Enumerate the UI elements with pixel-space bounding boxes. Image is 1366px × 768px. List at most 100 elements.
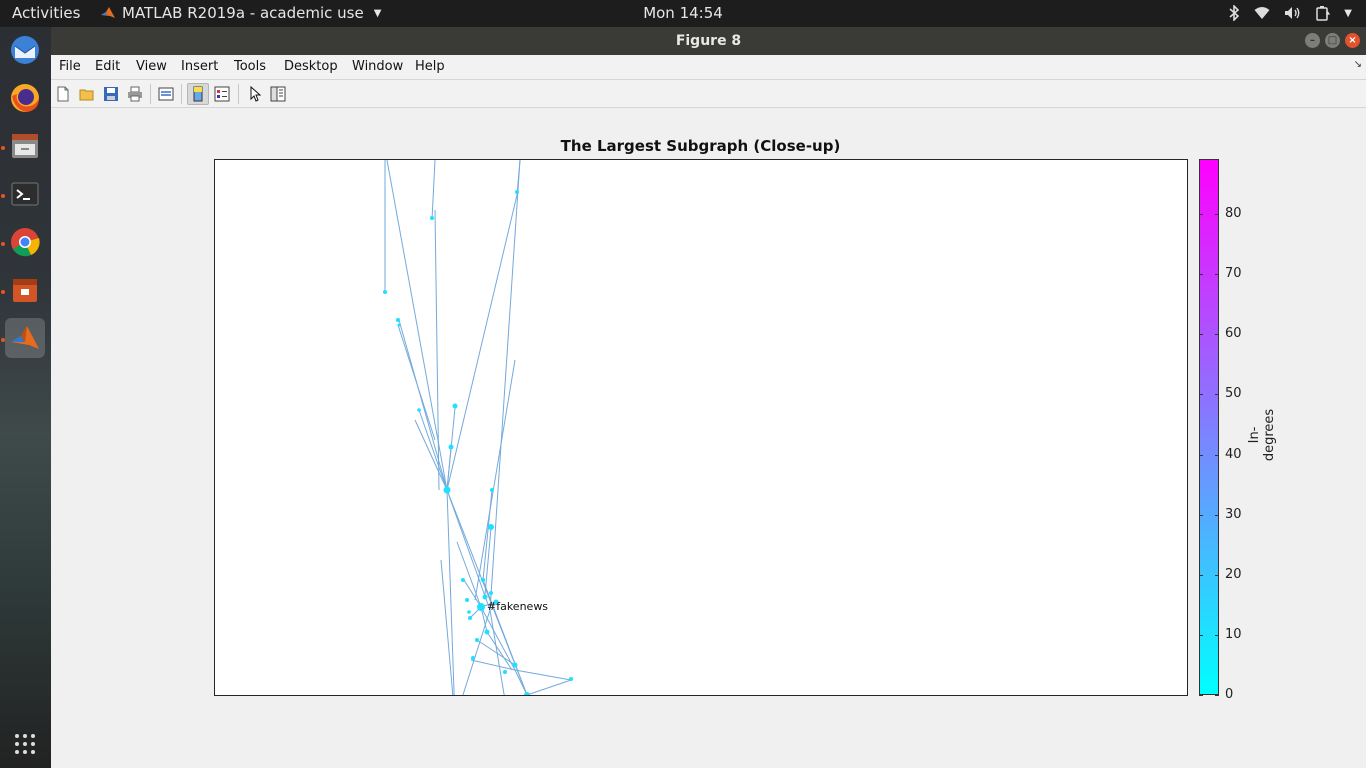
graph-edge bbox=[480, 606, 488, 633]
dock-figure-icon[interactable]: ↘ bbox=[1353, 59, 1362, 70]
colorbar-tick-mark bbox=[1199, 214, 1203, 216]
colorbar-tick-label: 70 bbox=[1225, 266, 1242, 282]
graph-node bbox=[569, 677, 573, 681]
graph-edge bbox=[526, 679, 572, 695]
graph-node bbox=[468, 616, 472, 620]
menu-help[interactable]: Help bbox=[415, 59, 445, 74]
colorbar-tick-mark bbox=[1199, 574, 1203, 576]
save-icon[interactable] bbox=[100, 83, 122, 105]
colorbar-tick-mark bbox=[1215, 634, 1219, 636]
graph-node bbox=[493, 599, 499, 605]
graph-edge bbox=[482, 579, 528, 695]
insert-legend-icon[interactable] bbox=[211, 83, 233, 105]
graph-edge bbox=[434, 209, 440, 491]
graph-node bbox=[430, 216, 434, 220]
running-indicator bbox=[1, 338, 5, 342]
edit-plot-icon[interactable] bbox=[244, 83, 266, 105]
colorbar-tick-mark bbox=[1199, 695, 1203, 696]
graph-edge bbox=[489, 160, 521, 611]
graph-edge bbox=[456, 541, 482, 608]
colorbar-tick-mark bbox=[1215, 695, 1219, 696]
running-indicator bbox=[1, 242, 5, 246]
clock[interactable]: Mon 14:54 bbox=[643, 4, 723, 22]
thunderbird-icon[interactable] bbox=[5, 30, 45, 70]
new-figure-icon[interactable] bbox=[52, 83, 74, 105]
wifi-icon[interactable] bbox=[1254, 6, 1270, 20]
maximize-icon[interactable]: □ bbox=[1325, 33, 1340, 48]
graph-node bbox=[467, 610, 471, 614]
graph-node bbox=[396, 318, 400, 322]
colorbar-tick-mark bbox=[1199, 274, 1203, 276]
matlab-icon[interactable] bbox=[5, 318, 45, 358]
files-icon[interactable] bbox=[5, 126, 45, 166]
app-menu[interactable]: MATLAB R2019a - academic use ▼ bbox=[100, 4, 381, 22]
graph-edge bbox=[514, 669, 572, 681]
graph-edge bbox=[489, 609, 505, 695]
colorbar-tick-label: 80 bbox=[1225, 206, 1242, 222]
graph-edge bbox=[462, 609, 491, 695]
colorbar-tick-mark bbox=[1215, 274, 1219, 276]
archive-icon[interactable] bbox=[5, 270, 45, 310]
firefox-icon[interactable] bbox=[5, 78, 45, 118]
menu-file[interactable]: File bbox=[59, 59, 81, 74]
matlab-icon bbox=[101, 7, 115, 18]
graph-edge bbox=[446, 489, 491, 611]
minimize-icon[interactable]: – bbox=[1305, 33, 1320, 48]
axes[interactable]: #fakenews bbox=[214, 159, 1188, 696]
graph-edge bbox=[414, 419, 448, 491]
graph-node bbox=[503, 670, 507, 674]
print-icon[interactable] bbox=[124, 83, 146, 105]
menu-edit[interactable]: Edit bbox=[95, 59, 121, 74]
open-file-icon[interactable] bbox=[76, 83, 98, 105]
graph-node bbox=[383, 290, 387, 294]
bluetooth-icon[interactable] bbox=[1228, 5, 1240, 21]
graph-node bbox=[484, 629, 490, 635]
graph-edge bbox=[514, 669, 528, 695]
volume-icon[interactable] bbox=[1284, 6, 1302, 20]
colorbar-label: In-degrees bbox=[1247, 408, 1277, 462]
graph-edge bbox=[463, 579, 482, 608]
running-indicator bbox=[1, 290, 5, 294]
window-title-bar[interactable]: Figure 8 – □ × bbox=[51, 27, 1366, 55]
system-tray[interactable]: ▼ bbox=[1228, 5, 1352, 21]
menu-view[interactable]: View bbox=[136, 59, 167, 74]
network-graph bbox=[383, 160, 573, 695]
colorbar-tick-mark bbox=[1215, 574, 1219, 576]
graph-node bbox=[475, 638, 479, 642]
colorbar[interactable] bbox=[1199, 159, 1219, 695]
graph-node bbox=[448, 444, 454, 450]
colorbar-tick-label: 50 bbox=[1225, 386, 1242, 402]
graph-node bbox=[417, 408, 421, 412]
colorbar-tick-mark bbox=[1199, 334, 1203, 336]
battery-icon[interactable] bbox=[1316, 5, 1331, 21]
colorbar-tick-mark bbox=[1215, 214, 1219, 216]
chrome-icon[interactable] bbox=[5, 222, 45, 262]
running-indicator bbox=[1, 146, 5, 150]
menu-window[interactable]: Window bbox=[352, 59, 404, 74]
graph-node bbox=[489, 591, 493, 595]
close-icon[interactable]: × bbox=[1345, 33, 1360, 48]
graph-edge bbox=[418, 409, 448, 491]
graph-edge bbox=[398, 319, 448, 491]
graph-edge bbox=[484, 527, 492, 596]
graph-edge bbox=[446, 447, 452, 491]
show-applications-icon[interactable] bbox=[5, 724, 45, 764]
graph-node bbox=[512, 662, 518, 668]
graph-node bbox=[524, 692, 530, 695]
colorbar-tick-mark bbox=[1199, 454, 1203, 456]
plot-browser-icon[interactable] bbox=[267, 83, 289, 105]
graph-node bbox=[445, 488, 449, 492]
link-plot-icon[interactable] bbox=[155, 83, 177, 105]
app-menu-label: MATLAB R2019a - academic use bbox=[122, 4, 364, 22]
activities-button[interactable]: Activities bbox=[12, 4, 81, 22]
colorbar-tick-mark bbox=[1199, 514, 1203, 516]
terminal-icon[interactable] bbox=[5, 174, 45, 214]
menu-tools[interactable]: Tools bbox=[234, 59, 267, 74]
graph-edge bbox=[386, 160, 448, 491]
graph-node bbox=[515, 190, 519, 194]
menu-desktop[interactable]: Desktop bbox=[284, 59, 338, 74]
insert-colorbar-icon[interactable] bbox=[187, 83, 209, 105]
menu-insert[interactable]: Insert bbox=[181, 59, 219, 74]
system-menu-chevron-icon[interactable]: ▼ bbox=[1344, 7, 1352, 19]
colorbar-tick-mark bbox=[1215, 334, 1219, 336]
